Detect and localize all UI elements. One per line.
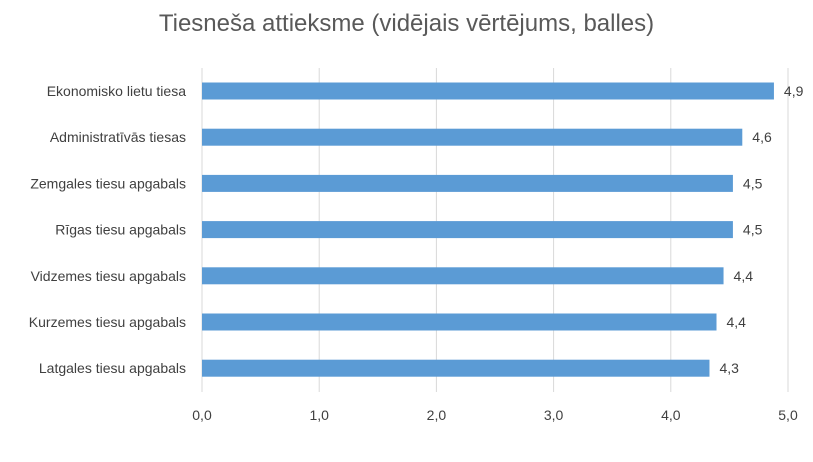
data-label: 4,6 bbox=[752, 129, 772, 145]
x-tick-label: 3,0 bbox=[544, 407, 564, 423]
x-tick-label: 0,0 bbox=[192, 407, 212, 423]
x-tick-label: 5,0 bbox=[778, 407, 798, 423]
category-label: Kurzemes tiesu apgabals bbox=[29, 314, 186, 330]
bar bbox=[202, 267, 724, 284]
bar bbox=[202, 360, 709, 377]
x-tick-label: 2,0 bbox=[427, 407, 447, 423]
category-label: Vidzemes tiesu apgabals bbox=[31, 268, 186, 284]
category-label: Ekonomisko lietu tiesa bbox=[47, 83, 187, 99]
data-label: 4,4 bbox=[727, 314, 747, 330]
bar bbox=[202, 314, 717, 331]
x-tick-label: 1,0 bbox=[309, 407, 329, 423]
x-tick-label: 4,0 bbox=[661, 407, 681, 423]
category-label: Zemgales tiesu apgabals bbox=[30, 175, 186, 191]
bar bbox=[202, 83, 774, 100]
data-label: 4,5 bbox=[743, 222, 763, 238]
category-label: Latgales tiesu apgabals bbox=[39, 360, 186, 376]
bar bbox=[202, 175, 733, 192]
category-label: Administratīvās tiesas bbox=[50, 129, 186, 145]
data-label: 4,3 bbox=[719, 360, 739, 376]
data-label: 4,9 bbox=[784, 83, 804, 99]
bar bbox=[202, 129, 742, 146]
data-label: 4,4 bbox=[734, 268, 754, 284]
data-label: 4,5 bbox=[743, 175, 763, 191]
bar bbox=[202, 221, 733, 238]
category-label: Rīgas tiesu apgabals bbox=[55, 222, 186, 238]
